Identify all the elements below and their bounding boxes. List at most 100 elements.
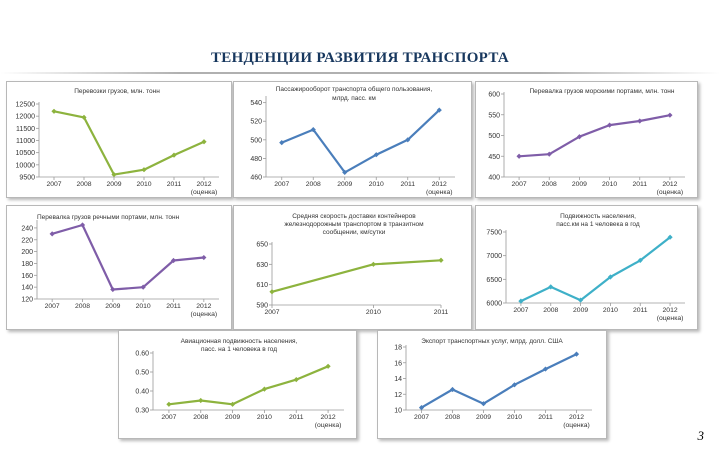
x-tick-label: 2011 — [538, 414, 553, 421]
data-point — [269, 289, 275, 295]
chart-title-line: Перевалка грузов речными портами, млн. т… — [37, 214, 180, 221]
data-point — [81, 114, 87, 120]
series-line — [51, 223, 204, 291]
chart-title-line: пасс. на 1 человека в год — [201, 346, 277, 353]
chart-cargo-transport: Перевозки грузов, млн. тонн 9500 10000 1050… — [6, 81, 232, 198]
y-tick-label: 10500 — [16, 150, 36, 157]
y-tick-label: 200 — [21, 249, 33, 256]
y-tick-label: 7000 — [486, 253, 502, 260]
chart-sea-ports: Перевалка грузов морскими портами, млн. … — [475, 81, 698, 198]
y-tick-label: 550 — [488, 112, 500, 119]
y-tick-label: 12500 — [16, 102, 36, 109]
x-tick-label: 2009 — [572, 181, 587, 188]
x-tick-label: 2012 — [196, 303, 211, 310]
chart-title: Экспорт транспортных услуг, млрд. долл. … — [421, 338, 563, 345]
y-tick-label: 450 — [488, 154, 500, 161]
y-tick-label: 540 — [250, 100, 262, 107]
data-point — [201, 254, 207, 261]
y-tick-label: 400 — [488, 175, 500, 182]
slide-title: ТЕНДЕНЦИИ РАЗВИТИЯ ТРАНСПОРТА — [210, 50, 510, 66]
x-tick-label: 2007 — [414, 414, 429, 421]
data-point — [548, 284, 554, 290]
data-point — [418, 405, 425, 411]
y-tick-label: 6000 — [486, 301, 502, 308]
x-tick-label: 2007 — [513, 307, 528, 314]
x-tick-label: 2010 — [369, 181, 384, 188]
data-point — [171, 152, 177, 158]
y-tick-label: 480 — [250, 156, 262, 163]
title-divider — [0, 72, 720, 74]
y-tick-label: 12000 — [16, 114, 36, 121]
page-number: 3 — [697, 428, 705, 443]
x-tick-label: 2010 — [507, 414, 522, 421]
data-point — [170, 257, 177, 264]
x-tick-label: 2008 — [306, 181, 321, 188]
chart-title-line: Пассажирооборот транспорта общего пользо… — [276, 85, 433, 93]
x-tick-label: 2011 — [632, 181, 647, 188]
data-point — [342, 169, 348, 175]
y-tick-label: 16 — [394, 360, 402, 367]
y-tick-label: 0.60 — [135, 351, 149, 358]
x-tick-label: 2012 — [196, 181, 211, 188]
c6-svg: Подвижность населения,пасс.км на 1 челов… — [486, 213, 685, 322]
chart-transport-export: Экспорт транспортных услуг, млрд. долл. … — [377, 330, 607, 439]
chart-container-speed: Средняя скорость доставки контейнеров жел… — [233, 205, 472, 330]
x-tick-label: 2010 — [602, 181, 617, 188]
data-point — [166, 401, 172, 407]
y-tick-label: 14 — [394, 376, 402, 383]
x-tick-label: 2009 — [476, 414, 491, 421]
chart-title-line: пасс.км на 1 человека в год — [556, 221, 640, 228]
x-tick-label: (оценка) — [426, 189, 453, 196]
y-tick-label: 140 — [21, 285, 33, 292]
y-tick-label: 590 — [256, 303, 268, 310]
series-line — [53, 110, 205, 176]
series-line — [281, 109, 441, 174]
x-tick-label: (оценка) — [191, 189, 218, 196]
y-tick-label: 600 — [488, 92, 500, 99]
data-point — [667, 112, 673, 118]
x-tick-label: 2007 — [264, 309, 279, 316]
y-tick-label: 500 — [250, 137, 262, 144]
chart-title-line: Перевозки грузов, млн. тонн — [74, 88, 160, 95]
c1-svg: Перевозки грузов, млн. тонн 9500 10000 1050… — [16, 88, 219, 196]
data-point — [373, 152, 379, 158]
y-tick-label: 10000 — [16, 162, 36, 169]
data-point — [201, 139, 207, 145]
x-tick-label: 2008 — [542, 181, 557, 188]
series-line — [271, 259, 442, 293]
x-tick-label: 2011 — [167, 181, 182, 188]
y-tick-label: 0.40 — [135, 389, 149, 396]
data-point — [279, 140, 285, 146]
x-tick-label: 2008 — [543, 307, 558, 314]
x-tick-label: (оценка) — [315, 422, 342, 429]
x-tick-label: 2012 — [321, 414, 336, 421]
y-tick-label: 650 — [256, 242, 268, 249]
y-tick-label: 7500 — [486, 230, 502, 237]
chart-title-line: Авиационная подвижность населения, — [181, 338, 298, 345]
y-tick-label: 120 — [21, 297, 33, 304]
y-tick-label: 220 — [21, 237, 33, 244]
chart-population-mobility: Подвижность населения, пасс.км на 1 челов… — [475, 205, 698, 330]
chart-passenger-turnover: Пассажирооборот транспорта общего пользо… — [233, 81, 472, 198]
chart-title: Средняя скорость доставки контейнеровжел… — [284, 212, 424, 236]
y-tick-label: 6500 — [486, 277, 502, 284]
y-tick-label: 10 — [394, 408, 402, 415]
data-point — [480, 401, 487, 407]
y-tick-label: 240 — [21, 225, 33, 232]
data-point — [229, 401, 236, 407]
data-point — [293, 377, 299, 383]
y-tick-label: 11500 — [16, 126, 35, 133]
x-tick-label: 2009 — [106, 181, 121, 188]
data-point — [370, 261, 376, 267]
x-tick-label: 2012 — [662, 181, 677, 188]
x-tick-label: 2007 — [274, 181, 289, 188]
x-tick-label: 2008 — [445, 414, 460, 421]
y-tick-label: 0.50 — [135, 370, 149, 377]
data-point — [79, 222, 86, 228]
chart-title-line: млрд. пасс. км — [332, 95, 376, 102]
y-tick-label: 520 — [250, 119, 262, 126]
chart-title: Перевалка грузов морскими портами, млн. … — [530, 88, 675, 95]
y-tick-label: 0.30 — [135, 408, 149, 415]
y-tick-label: 610 — [256, 282, 268, 289]
chart-title-line: Подвижность населения, — [560, 213, 636, 220]
